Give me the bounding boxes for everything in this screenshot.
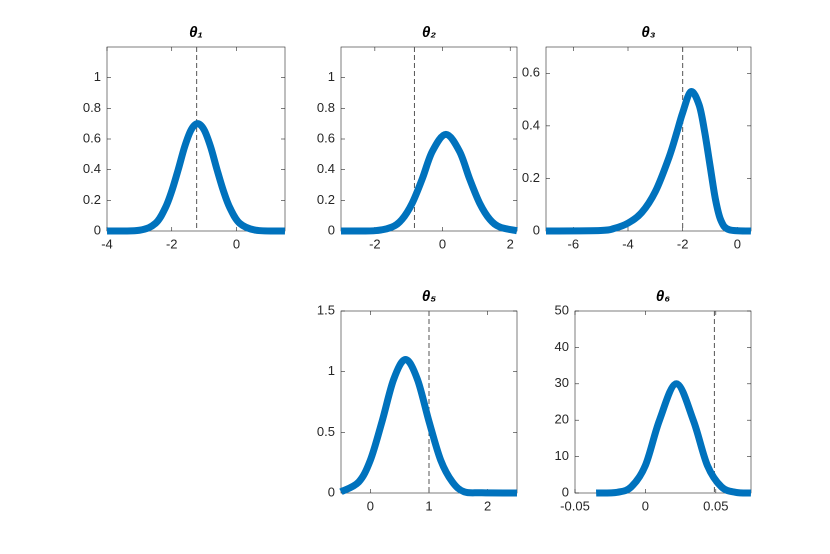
x-tick-label: 1 [425,498,432,513]
y-tick-label: 0.2 [83,192,101,207]
y-tick-label: 0.5 [317,424,335,439]
y-tick-label: 0 [328,222,335,237]
y-tick-label: 0.4 [317,161,335,176]
x-tick-label: 0 [642,498,649,513]
x-tick-label: 0 [367,498,374,513]
y-tick-label: 1 [94,69,101,84]
y-tick-label: 40 [555,339,569,354]
y-tick-label: 1 [328,69,335,84]
density-curve [340,130,518,235]
x-tick-label: 0 [439,236,446,251]
y-tick-label: 0.6 [522,65,540,80]
x-tick-label: 2 [507,236,514,251]
y-tick-label: 10 [555,448,569,463]
y-tick-label: 20 [555,412,569,427]
x-tick-label: 2 [484,498,491,513]
y-tick-label: 0 [533,222,540,237]
subplot-title: θ₁ [189,24,203,41]
y-tick-label: 50 [555,302,569,317]
density-curve [545,88,752,235]
x-tick-label: -0.05 [560,498,590,513]
x-tick-label: -6 [568,236,580,251]
axes-box [106,46,286,232]
y-tick-label: 0 [94,222,101,237]
x-tick-label: 0.05 [703,498,728,513]
x-tick-label: -4 [622,236,634,251]
y-tick-label: 30 [555,375,569,390]
x-tick-label: 0 [734,236,741,251]
x-tick-label: 0 [233,236,240,251]
y-tick-label: 1.5 [317,302,335,317]
subplot-title: θ₆ [656,288,670,305]
subplot-title: θ₃ [641,24,655,41]
y-tick-label: 1 [328,363,335,378]
density-curve [596,380,752,497]
y-tick-label: 0.6 [83,130,101,145]
y-tick-label: 0.4 [522,117,540,132]
density-curve [106,120,286,235]
y-tick-label: 0 [328,484,335,499]
y-tick-label: 0.8 [83,100,101,115]
subplot-title: θ₅ [422,288,436,305]
y-tick-label: 0.2 [317,192,335,207]
y-tick-label: 0.6 [317,130,335,145]
x-tick-label: -2 [166,236,178,251]
density-curve [339,356,518,497]
y-tick-label: 0 [562,484,569,499]
y-tick-label: 0.8 [317,100,335,115]
axes-box [340,46,518,232]
x-tick-label: -2 [677,236,689,251]
subplot-title: θ₂ [422,24,436,41]
y-tick-label: 0.4 [83,161,101,176]
y-tick-label: 0.2 [522,170,540,185]
x-tick-label: -4 [101,236,113,251]
x-tick-label: -2 [369,236,381,251]
